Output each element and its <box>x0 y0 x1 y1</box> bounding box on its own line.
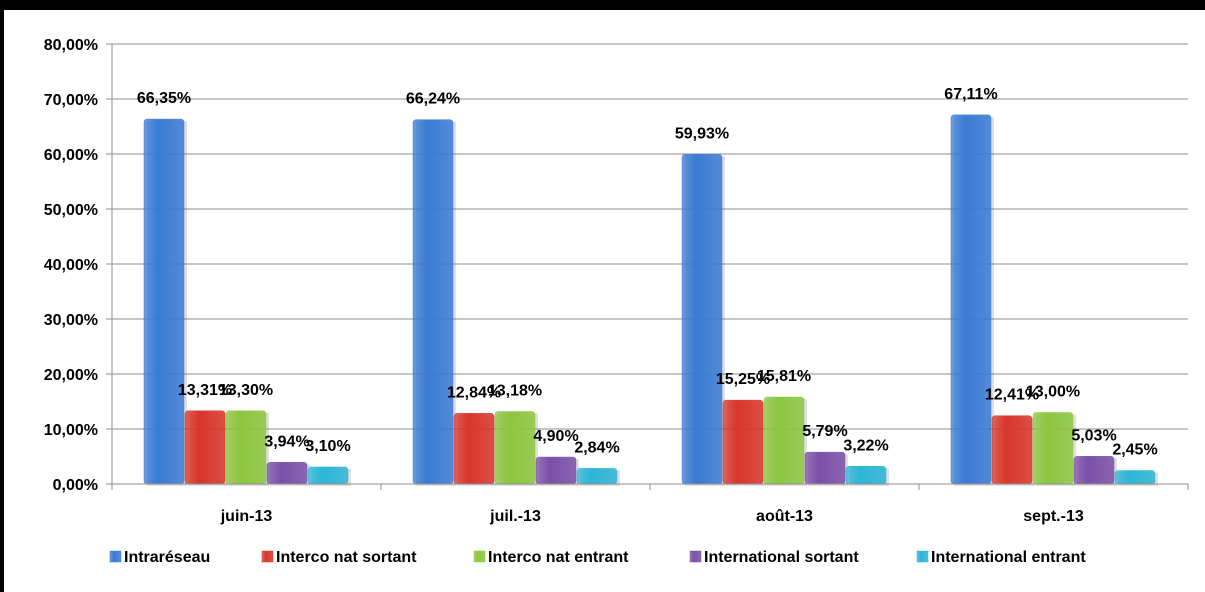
y-tick-label: 40,00% <box>44 257 98 274</box>
y-tick-label: 20,00% <box>44 367 98 384</box>
data-label: 3,10% <box>305 438 350 455</box>
bar <box>991 415 1033 485</box>
data-label: 15,81% <box>757 368 811 385</box>
data-label: 4,90% <box>533 428 578 445</box>
legend-label: International entrant <box>931 549 1086 566</box>
y-tick-label: 60,00% <box>44 147 98 164</box>
legend-swatch <box>916 550 929 563</box>
y-tick-label: 80,00% <box>44 37 98 54</box>
x-tick-label: sept.-13 <box>1023 508 1084 525</box>
grid-lines <box>112 43 1188 430</box>
bar <box>307 466 349 485</box>
bar <box>1032 412 1074 485</box>
data-label: 59,93% <box>675 125 729 142</box>
x-axis: juin-13 juil.-13 août-13 sept.-13 <box>111 483 1189 525</box>
bar <box>845 466 887 485</box>
legend-swatch <box>261 550 274 563</box>
bar <box>804 451 846 485</box>
data-label: 2,84% <box>574 439 619 456</box>
data-label: 12,41% <box>985 387 1039 404</box>
legend-label: Interco nat entrant <box>488 549 629 566</box>
bar <box>143 118 185 485</box>
legend-swatch <box>473 550 486 563</box>
legend-swatch <box>109 550 122 563</box>
x-tick-label: juil.-13 <box>489 508 541 525</box>
legend-label: Interco nat sortant <box>276 549 417 566</box>
bars <box>143 114 1158 487</box>
legend-swatch <box>689 550 702 563</box>
data-label: 13,31% <box>178 382 232 399</box>
legend-label: International sortant <box>704 549 859 566</box>
x-tick-label: juin-13 <box>220 508 273 525</box>
data-label: 67,11% <box>944 86 997 103</box>
bar <box>681 154 723 485</box>
data-label: 66,35% <box>137 90 191 107</box>
bar <box>266 462 308 485</box>
bar <box>1073 456 1115 485</box>
data-label: 12,84% <box>447 384 501 401</box>
data-label: 13,18% <box>488 383 542 400</box>
data-labels: 66,35% 13,31%13,30% 3,94%3,10% 66,24% 12,84%… <box>137 86 1158 459</box>
y-tick-label: 10,00% <box>44 422 98 439</box>
bar <box>184 410 226 485</box>
data-label: 66,24% <box>406 91 460 108</box>
x-tick-label: août-13 <box>756 508 813 525</box>
bar <box>453 413 495 485</box>
bar <box>722 399 764 485</box>
bar <box>576 468 618 485</box>
bar <box>494 411 536 485</box>
legend-label: Intraréseau <box>124 549 210 566</box>
y-tick-label: 0,00% <box>53 477 98 494</box>
data-label: 13,30% <box>219 382 273 399</box>
bar <box>225 410 267 485</box>
bar <box>763 396 805 485</box>
data-label: 3,94% <box>264 433 309 450</box>
data-label: 3,22% <box>843 437 888 454</box>
y-tick-label: 30,00% <box>44 312 98 329</box>
y-tick-label: 70,00% <box>44 92 98 109</box>
data-label: 5,79% <box>802 423 847 440</box>
bar <box>1114 470 1156 485</box>
bar <box>412 119 454 485</box>
y-axis: 0,00% 10,00% 20,00% 30,00% 40,00% 50,00% 60,00… <box>44 37 113 494</box>
legend: Intraréseau Interco nat sortant Interco na… <box>109 549 1086 566</box>
data-label: 2,45% <box>1112 442 1157 459</box>
data-label: 5,03% <box>1071 427 1116 444</box>
y-tick-label: 50,00% <box>44 202 98 219</box>
data-label: 13,00% <box>1026 384 1080 401</box>
bar <box>535 456 577 485</box>
data-label: 15,25% <box>716 371 770 388</box>
bar <box>950 114 992 485</box>
